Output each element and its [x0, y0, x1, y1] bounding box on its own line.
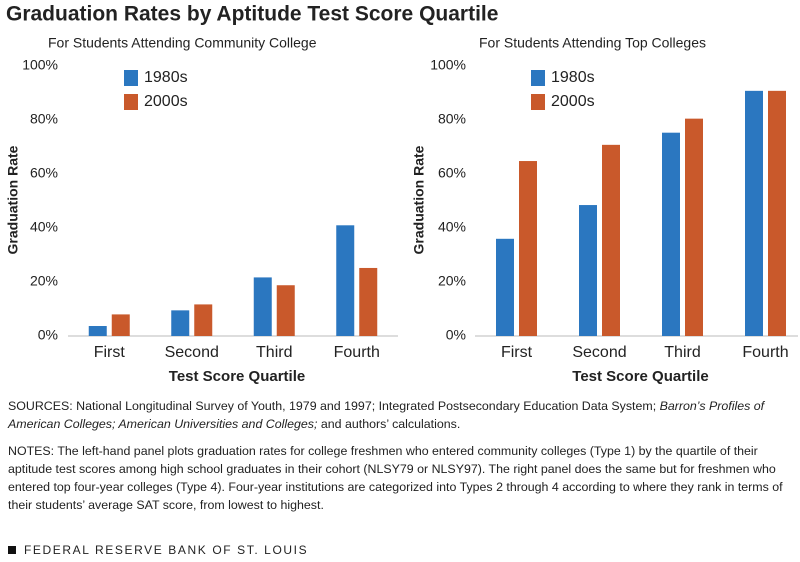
y-axis-label: Graduation Rate	[411, 145, 427, 254]
sources-text: SOURCES: National Longitudinal Survey of…	[8, 399, 660, 413]
subtitle: For Students Attending Community College	[48, 35, 317, 51]
y-tick-label: 20%	[30, 273, 58, 289]
sources-italic: Barron’s Profiles of American Colleges; …	[8, 399, 765, 431]
x-tick-label: Third	[256, 344, 292, 361]
sources: SOURCES: National Longitudinal Survey of…	[8, 397, 794, 433]
footer-text: FEDERAL RESERVE BANK OF ST. LOUIS	[24, 543, 309, 557]
bar	[253, 277, 272, 336]
footer: FEDERAL RESERVE BANK OF ST. LOUIS	[8, 543, 308, 557]
legend-label: 2000s	[551, 93, 595, 110]
x-tick-label: Second	[572, 344, 626, 361]
x-axis-label: Test Score Quartile	[169, 368, 305, 385]
chart: Graduation Rates by Aptitude Test Score …	[5, 3, 798, 385]
legend-swatch	[531, 94, 545, 110]
bar	[519, 161, 537, 336]
y-tick-label: 0%	[446, 327, 466, 343]
bar	[111, 314, 130, 336]
footer-icon	[8, 546, 16, 554]
bar	[579, 205, 597, 336]
y-tick-label: 60%	[438, 165, 466, 181]
bar	[496, 238, 514, 336]
subtitle: For Students Attending Top Colleges	[479, 35, 706, 51]
bar	[276, 285, 295, 336]
bar	[194, 304, 213, 336]
legend-label: 1980s	[144, 69, 188, 86]
legend-label: 2000s	[144, 93, 188, 110]
y-tick-label: 80%	[438, 111, 466, 127]
legend-swatch	[124, 70, 138, 86]
chart-title: Graduation Rates by Aptitude Test Score …	[6, 3, 498, 26]
bar	[336, 225, 355, 336]
bar	[685, 118, 703, 337]
bar	[359, 267, 378, 336]
legend-swatch	[531, 70, 545, 86]
y-tick-label: 100%	[430, 57, 466, 73]
x-tick-label: First	[94, 344, 126, 361]
legend-swatch	[124, 94, 138, 110]
y-tick-label: 40%	[438, 219, 466, 235]
x-tick-label: First	[501, 344, 533, 361]
sources-text: and authors’ calculations.	[317, 417, 461, 431]
y-tick-label: 60%	[30, 165, 58, 181]
y-tick-label: 100%	[22, 57, 58, 73]
x-tick-label: Second	[165, 344, 219, 361]
x-tick-label: Fourth	[334, 344, 380, 361]
bar	[88, 326, 107, 336]
bar	[171, 310, 190, 336]
y-axis-label: Graduation Rate	[5, 145, 21, 254]
notes: NOTES: The left-hand panel plots graduat…	[8, 444, 783, 512]
bar	[768, 90, 786, 336]
bar	[602, 144, 620, 336]
x-tick-label: Third	[664, 344, 700, 361]
y-tick-label: 0%	[38, 327, 58, 343]
y-tick-label: 40%	[30, 219, 58, 235]
y-tick-label: 80%	[30, 111, 58, 127]
x-tick-label: Fourth	[742, 344, 788, 361]
bar	[662, 132, 680, 336]
x-axis-label: Test Score Quartile	[572, 368, 708, 385]
y-tick-label: 20%	[438, 273, 466, 289]
bar	[745, 90, 763, 336]
legend-label: 1980s	[551, 69, 595, 86]
